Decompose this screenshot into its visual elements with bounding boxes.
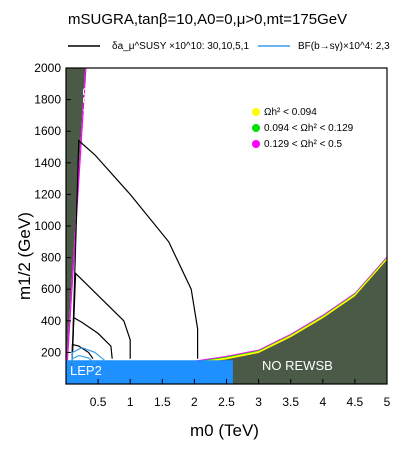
x-tick-label: 2.5 [218, 395, 235, 409]
x-tick-label: 3.5 [282, 395, 299, 409]
x-tick-label: 4 [319, 395, 326, 409]
legend-green-marker [252, 124, 260, 132]
amu-contour-1 [71, 139, 199, 372]
stau-lsp-label: stau LSP [80, 87, 95, 140]
y-tick-label: 600 [41, 282, 61, 296]
y-tick-label: 200 [41, 345, 61, 359]
plot-area [66, 68, 387, 384]
legend-yellow-label: Ωh² < 0.094 [264, 107, 317, 118]
amu-contour-5 [71, 272, 131, 372]
y-axis: 200 400 600 800 1000 1200 1400 1600 1800 2000 [34, 61, 71, 359]
bsg-legend-label: BF(b→sγ)×10^4: 2,3 [298, 41, 390, 52]
x-axis: 0.5 1 1.5 2 2.5 3 3.5 4 4.5 5 [90, 379, 391, 409]
top-legend: δa_μ^SUSY ×10^10: 30,10,5,1 BF(b→sγ)×10^… [68, 41, 390, 52]
chart-title: mSUGRA,tanβ=10,A0=0,μ>0,mt=175GeV [68, 11, 347, 28]
y-tick-label: 400 [41, 314, 61, 328]
x-tick-label: 0.5 [90, 395, 107, 409]
y-tick-label: 1800 [34, 93, 61, 107]
lep2-label: LEP2 [70, 363, 102, 378]
x-tick-label: 4.5 [347, 395, 364, 409]
stau-lsp-region [66, 68, 86, 384]
x-tick-label: 1 [127, 395, 134, 409]
y-tick-label: 800 [41, 251, 61, 265]
y-tick-label: 1200 [34, 187, 61, 201]
no-rewsb-label: NO REWSB [262, 358, 333, 373]
y-tick-label: 1600 [34, 124, 61, 138]
no-rewsb-region [104, 259, 387, 384]
y-tick-label: 1400 [34, 156, 61, 170]
amu-legend-label: δa_μ^SUSY ×10^10: 30,10,5,1 [112, 41, 249, 52]
x-tick-label: 2 [191, 395, 198, 409]
x-axis-label: m0 (TeV) [190, 421, 259, 440]
lep2-region [66, 360, 233, 384]
legend-green-label: 0.094 < Ωh² < 0.129 [264, 123, 354, 134]
y-axis-label: m1/2 (GeV) [15, 212, 34, 300]
x-tick-label: 5 [384, 395, 391, 409]
y-tick-label: 2000 [34, 61, 61, 75]
amu-contour-10 [71, 316, 113, 372]
x-tick-label: 3 [255, 395, 262, 409]
y-tick-label: 1000 [34, 219, 61, 233]
legend-magenta-marker [252, 140, 260, 148]
bsg-contour-3 [71, 354, 96, 372]
legend-yellow-marker [252, 108, 260, 116]
x-tick-label: 1.5 [154, 395, 171, 409]
relic-legend: Ωh² < 0.094 0.094 < Ωh² < 0.129 0.129 < … [252, 107, 354, 150]
legend-magenta-label: 0.129 < Ωh² < 0.5 [264, 139, 343, 150]
